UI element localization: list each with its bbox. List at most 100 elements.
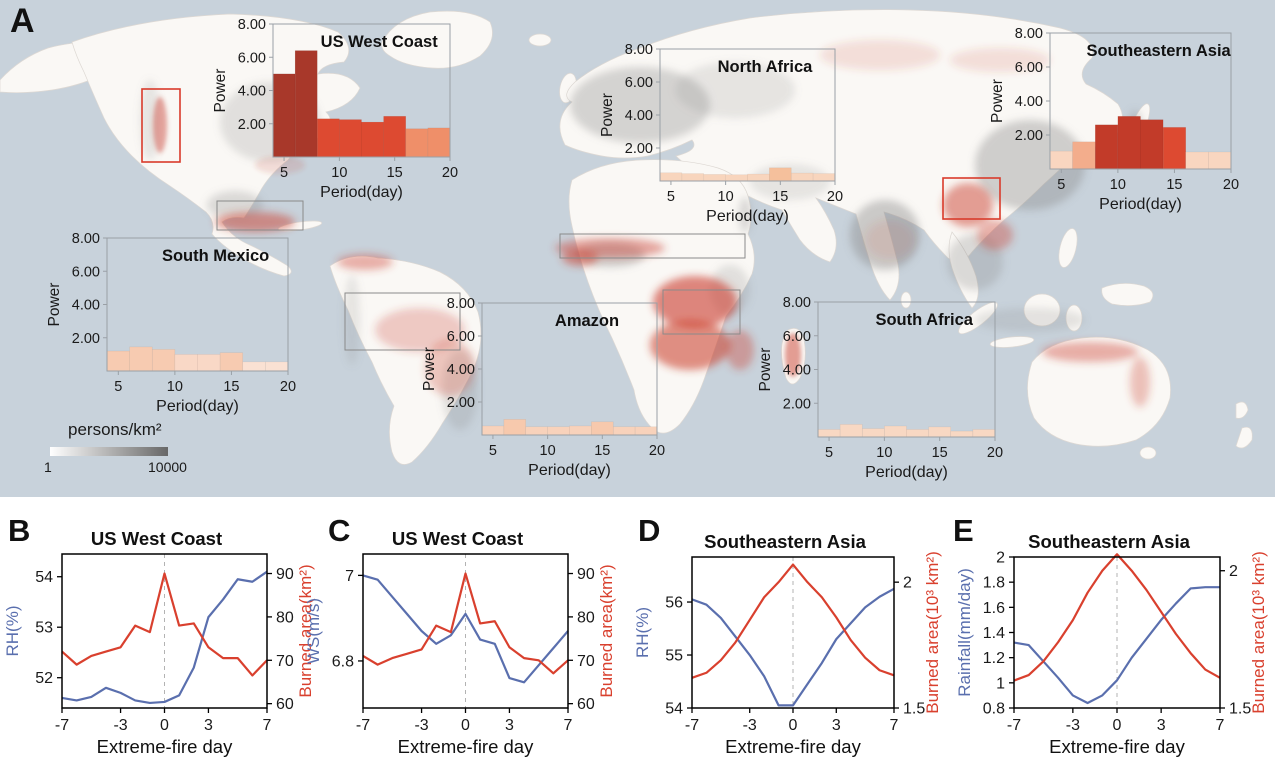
x-tick-label: 7 [564, 717, 573, 734]
y-tick-label: 4.00 [72, 298, 100, 314]
left-tick-label: 56 [665, 595, 683, 612]
y-tick-label: 8.00 [238, 17, 266, 33]
x-tick-label: 0 [1113, 717, 1122, 734]
bar [481, 425, 505, 436]
bar [316, 118, 340, 158]
right-tick-label: 1.5 [1229, 701, 1251, 718]
x-axis-label: Period(day) [706, 208, 789, 225]
chart-title: Amazon [555, 312, 619, 330]
bar [659, 172, 683, 182]
x-axis-label: Period(day) [156, 398, 239, 415]
panel-label-b: B [8, 513, 31, 548]
bar [1049, 150, 1073, 170]
right-tick-label: 90 [276, 566, 294, 583]
bar [405, 128, 429, 158]
y-tick-label: 2.00 [447, 395, 475, 411]
x-tick-label: 20 [649, 443, 665, 459]
inset-amazon-svg: 2.00 4.00 6.00 8.00 5 10 15 20 Period(day) Power A… [421, 296, 665, 479]
bar [129, 346, 153, 372]
inset-chart-south-mexico: 2.00 4.00 6.00 8.00 5 10 15 20 Period(day) Power S… [34, 228, 296, 418]
y-axis-label: Power [46, 283, 63, 327]
y-tick-label: 4.00 [238, 84, 266, 100]
x-axis-label: Extreme-fire day [97, 736, 233, 757]
right-series-line [61, 572, 268, 677]
y-tick-label: 8.00 [72, 231, 100, 247]
bar [197, 354, 221, 372]
left-axis-label: RH(%) [633, 607, 652, 658]
fire-layer [153, 40, 1150, 407]
line-panel-b: B 52 53 54 60 70 80 90 -7 -3 0 3 7 Extreme-fire day U… [0, 505, 320, 776]
inset-south-mexico-svg: 2.00 4.00 6.00 8.00 5 10 15 20 Period(day) Power S… [46, 231, 296, 415]
bar [569, 425, 592, 436]
x-tick-label: 3 [204, 717, 213, 734]
right-tick-label: 70 [577, 653, 595, 670]
panel-label-c: C [328, 513, 351, 548]
x-tick-label: 5 [114, 379, 122, 395]
bar [265, 361, 289, 372]
inset-chart-us-west-coast: 2.00 4.00 6.00 8.00 5 10 15 20 Period(day) Power U… [200, 14, 458, 204]
x-tick-label: 3 [1157, 717, 1166, 734]
right-series-line [1013, 553, 1221, 682]
y-axis-label: Power [212, 69, 229, 113]
bar [1094, 124, 1119, 170]
bar [219, 352, 244, 372]
bar [839, 424, 863, 438]
chart-title: US West Coast [91, 528, 222, 549]
x-tick-label: -3 [414, 717, 428, 734]
bar [950, 430, 974, 438]
right-tick-label: 60 [577, 696, 595, 713]
right-series-line [691, 563, 895, 679]
chart-title: Southeastern Asia [1086, 42, 1231, 60]
left-series-line [1013, 586, 1220, 705]
inset-chart-amazon: 2.00 4.00 6.00 8.00 5 10 15 20 Period(day) Power A… [409, 293, 665, 482]
world-map [0, 9, 1253, 465]
bar [747, 173, 770, 182]
x-tick-label: 7 [1216, 717, 1225, 734]
region-box-us-west-coast [141, 88, 181, 163]
bar [769, 167, 792, 182]
x-tick-label: 15 [223, 379, 239, 395]
inset-southeastern-asia-svg: 2.00 4.00 6.00 8.00 5 10 15 20 Period(day) Power S… [989, 26, 1239, 213]
y-axis-label: Power [421, 347, 438, 391]
line-panel-d: D 54 55 56 1.5 2 -7 -3 0 3 7 Extreme-fire day South… [630, 505, 945, 776]
bar [503, 419, 527, 436]
inset-chart-southeastern-asia: 2.00 4.00 6.00 8.00 5 10 15 20 Period(day) Power S… [977, 23, 1239, 216]
bar [884, 425, 907, 438]
x-tick-label: -3 [1066, 717, 1080, 734]
x-tick-label: 10 [540, 443, 556, 459]
chart-title: US West Coast [321, 33, 439, 51]
right-tick-label: 80 [276, 609, 294, 626]
bar [174, 354, 198, 372]
y-tick-label: 8.00 [447, 296, 475, 312]
left-tick-label: 54 [35, 569, 53, 586]
y-tick-label: 6.00 [1015, 60, 1043, 76]
x-tick-label: 20 [987, 445, 1003, 461]
y-axis-label: Power [757, 348, 774, 392]
left-series-line [61, 570, 268, 705]
x-axis-label: Period(day) [865, 464, 948, 481]
bar [1162, 127, 1187, 170]
legend-min-label: 1 [44, 459, 52, 475]
bar [383, 115, 407, 158]
left-axis-label: RH(%) [3, 606, 22, 657]
inset-us-west-coast-svg: 2.00 4.00 6.00 8.00 5 10 15 20 Period(day) Power U… [212, 17, 458, 201]
left-tick-label: 1.8 [983, 575, 1005, 592]
left-tick-label: 0.8 [983, 701, 1005, 718]
x-tick-label: 15 [1166, 177, 1182, 193]
left-tick-label: 1 [996, 675, 1005, 692]
chart-title: South Mexico [162, 247, 269, 265]
y-tick-label: 6.00 [783, 329, 811, 345]
chart-title: US West Coast [392, 528, 523, 549]
left-series-line [691, 587, 895, 707]
x-tick-label: -7 [685, 717, 699, 734]
bar [725, 174, 748, 182]
left-tick-label: 53 [35, 620, 53, 637]
left-tick-label: 6.8 [332, 653, 354, 670]
y-axis-label: Power [989, 79, 1006, 123]
x-tick-label: 15 [932, 445, 948, 461]
left-tick-label: 52 [35, 670, 53, 687]
line-panel-c: C 6.8 7 60 70 80 90 -7 -3 0 3 7 Extreme-fire day US … [304, 505, 632, 776]
left-tick-label: 55 [665, 648, 683, 665]
